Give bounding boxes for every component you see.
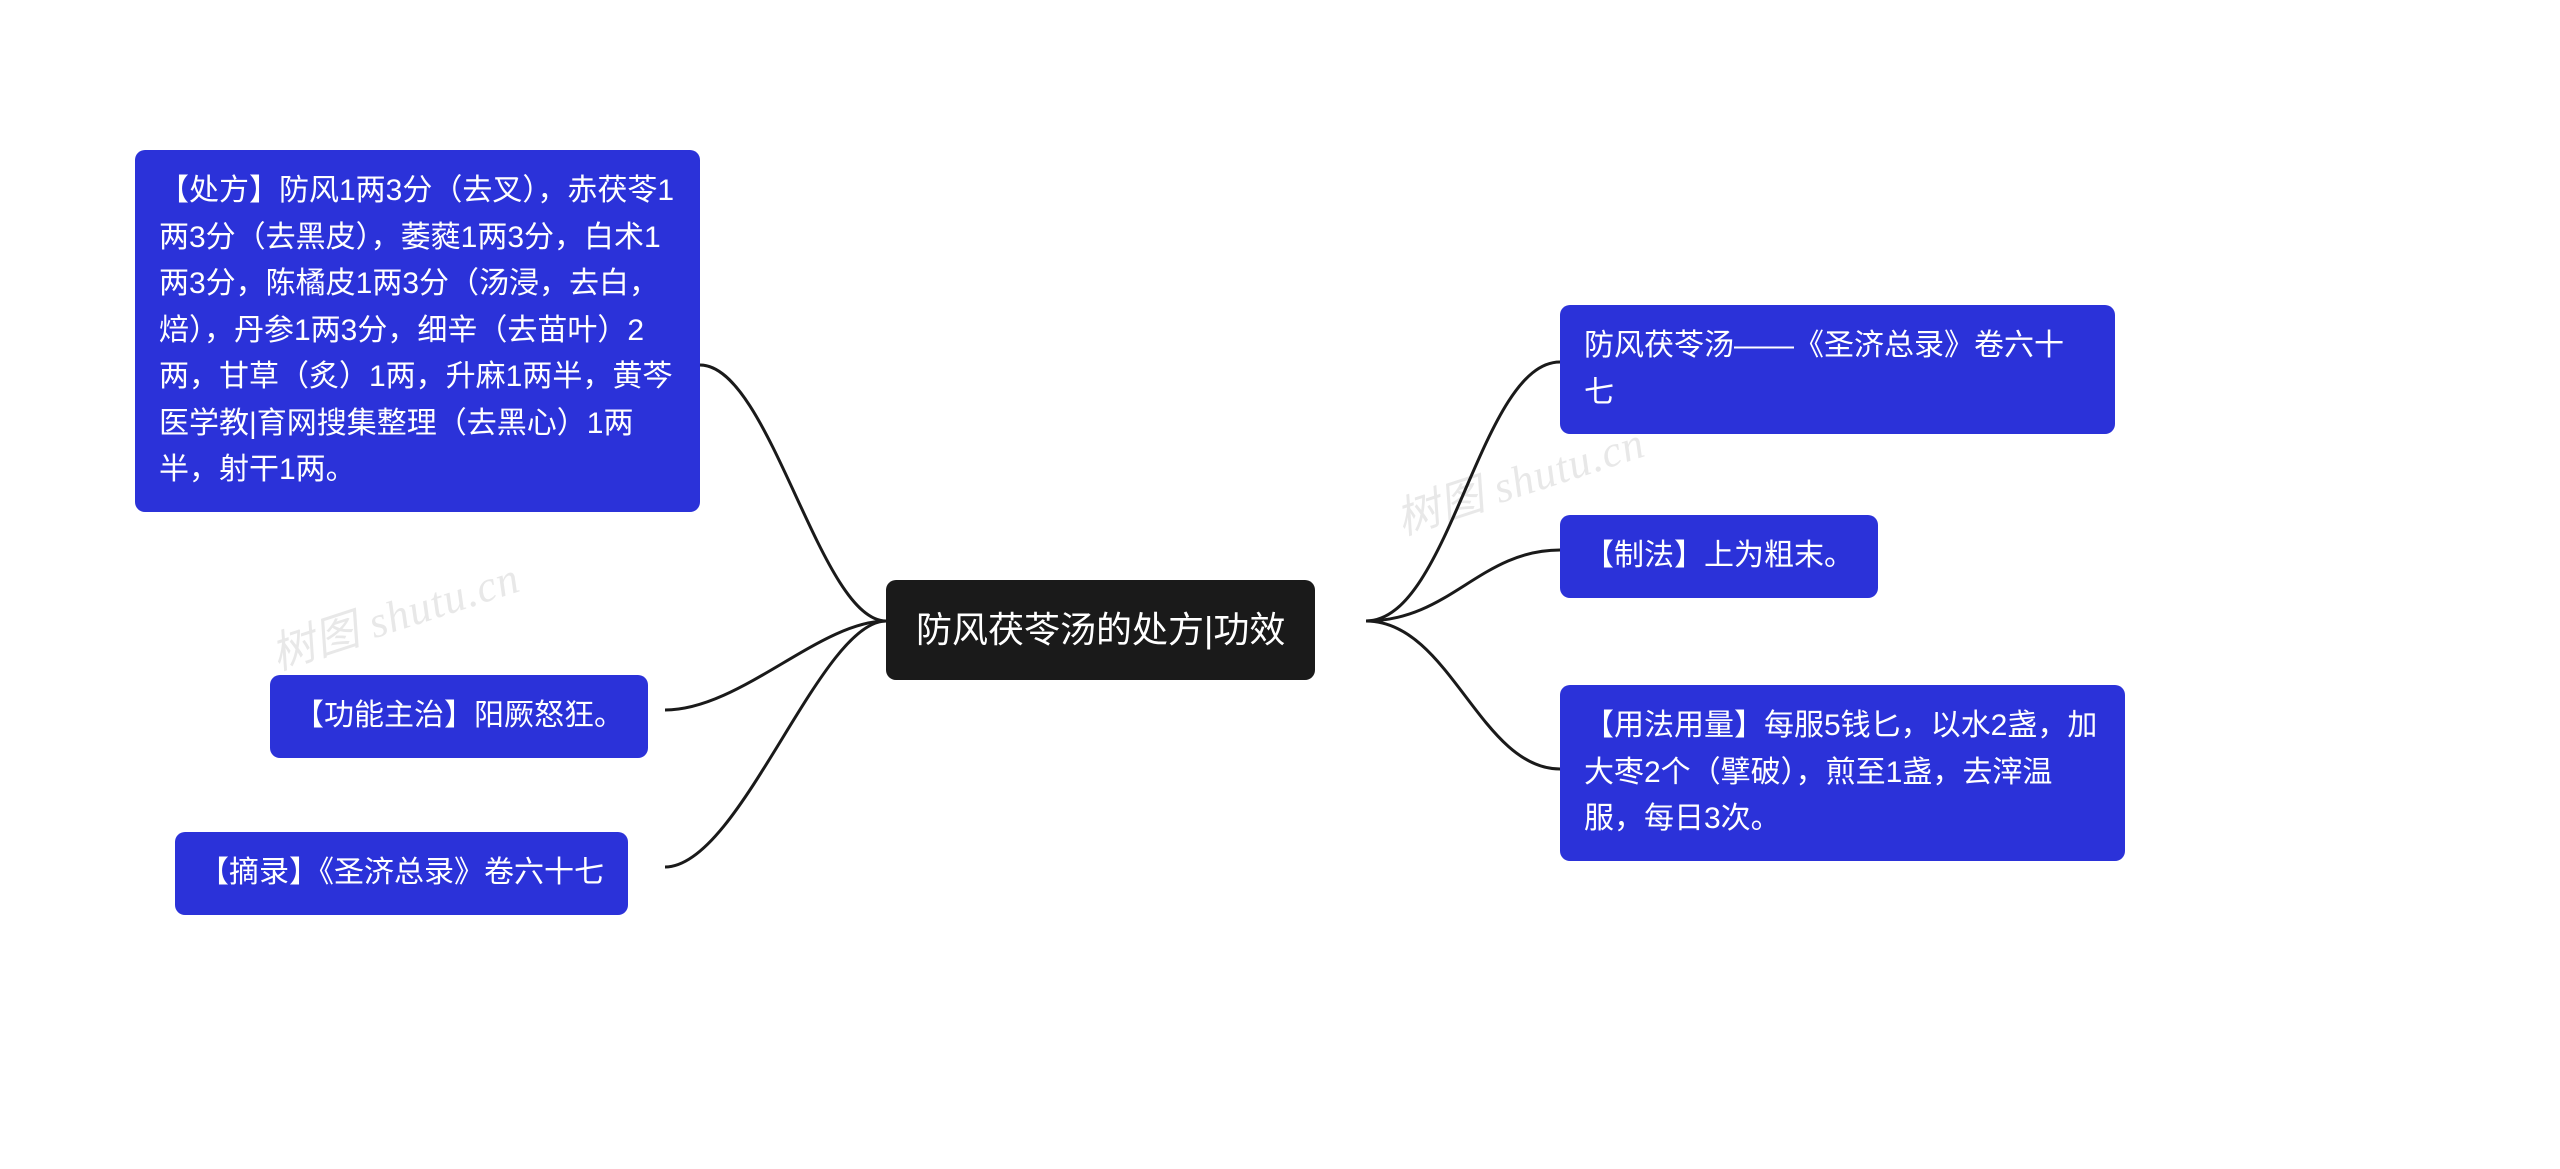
center-title: 防风茯苓汤的处方|功效 bbox=[916, 609, 1285, 650]
left-node-function: 【功能主治】阳厥怒狂。 bbox=[270, 675, 648, 758]
node-text: 【摘录】《圣济总录》卷六十七 bbox=[199, 856, 604, 889]
node-text: 【功能主治】阳厥怒狂。 bbox=[294, 699, 624, 732]
node-text: 【用法用量】每服5钱匕，以水2盏，加大枣2个（擘破），煎至1盏，去滓温服，每日3… bbox=[1584, 709, 2097, 835]
left-node-excerpt: 【摘录】《圣济总录》卷六十七 bbox=[175, 832, 628, 915]
node-text: 防风茯苓汤——《圣济总录》卷六十七 bbox=[1584, 329, 2064, 409]
node-text: 【处方】防风1两3分（去叉），赤茯苓1两3分（去黑皮），萎蕤1两3分，白术1两3… bbox=[159, 174, 674, 486]
watermark: 树图 shutu.cn bbox=[261, 542, 526, 683]
right-node-usage: 【用法用量】每服5钱匕，以水2盏，加大枣2个（擘破），煎至1盏，去滓温服，每日3… bbox=[1560, 685, 2125, 861]
right-node-source: 防风茯苓汤——《圣济总录》卷六十七 bbox=[1560, 305, 2115, 434]
node-text: 【制法】上为粗末。 bbox=[1584, 539, 1854, 572]
right-node-preparation: 【制法】上为粗末。 bbox=[1560, 515, 1878, 598]
mindmap-container: 树图 shutu.cn 树图 shutu.cn 【处方】防风1两3分（去叉），赤… bbox=[0, 0, 2560, 1169]
left-node-prescription: 【处方】防风1两3分（去叉），赤茯苓1两3分（去黑皮），萎蕤1两3分，白术1两3… bbox=[135, 150, 700, 512]
center-node: 防风茯苓汤的处方|功效 bbox=[886, 580, 1315, 680]
